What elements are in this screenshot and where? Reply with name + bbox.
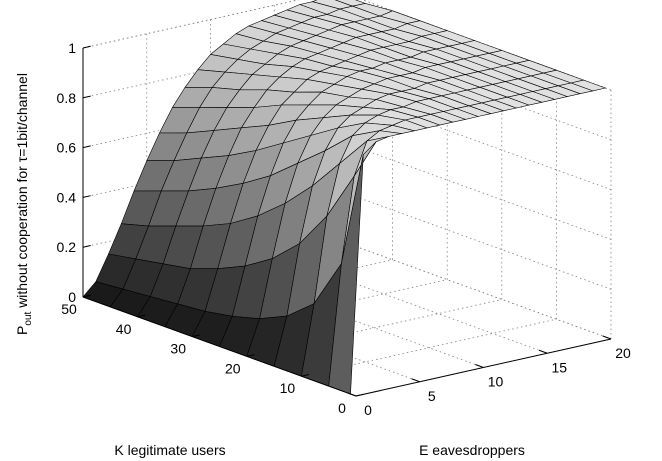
- x-tick-label: 15: [551, 359, 567, 375]
- x-tick-mark: [602, 335, 612, 340]
- z-axis-label: Pout without cooperation for τ=1bit/chan…: [14, 73, 34, 335]
- x-tick-label: 10: [488, 374, 504, 390]
- y-axis-label: K legitimate users: [114, 442, 225, 458]
- y-tick-mark: [246, 354, 255, 357]
- x-axis-label: E eavesdroppers: [419, 442, 525, 458]
- y-tick-mark: [355, 393, 364, 397]
- floor-grid-line: [301, 318, 557, 377]
- x-tick-label: 0: [364, 402, 372, 418]
- x-tick-label: 20: [615, 345, 631, 361]
- z-axis-label-sub: out: [23, 311, 34, 325]
- x-tick-mark: [475, 364, 484, 368]
- z-tick-label: 0: [68, 289, 76, 305]
- y-tick-mark: [137, 314, 146, 318]
- z-axis-label-main: P: [14, 326, 30, 335]
- z-tick-mark: [82, 294, 91, 298]
- y-tick-label: 40: [116, 321, 132, 337]
- z-tick-label: 0.6: [57, 140, 77, 156]
- z-tick-label: 0.2: [57, 239, 77, 255]
- z-axis-label-rest: without cooperation for τ=1bit/channel: [14, 73, 30, 312]
- side-grid-line: [337, 90, 612, 190]
- y-tick-label: 10: [280, 380, 296, 396]
- z-tick-mark: [82, 245, 91, 248]
- z-tick-mark: [82, 145, 91, 149]
- back-grid-line: [82, 0, 300, 49]
- z-tick-label: 1: [68, 40, 76, 56]
- z-tick-mark: [82, 95, 91, 99]
- side-grid-line: [337, 189, 612, 290]
- y-tick-label: 30: [170, 341, 186, 357]
- x-tick-label: 5: [428, 388, 436, 404]
- y-tick-mark: [192, 334, 200, 338]
- side-grid-line: [337, 239, 612, 340]
- y-tick-label: 20: [225, 360, 241, 376]
- y-axis-line: [82, 296, 357, 397]
- z-tick-label: 0.4: [57, 189, 77, 205]
- front-axes: [82, 45, 612, 397]
- x-tick-mark: [538, 349, 548, 354]
- y-tick-label: 50: [61, 301, 77, 317]
- floor-grid-line: [274, 253, 548, 354]
- y-tick-mark: [301, 374, 310, 377]
- x-tick-mark: [411, 378, 420, 383]
- side-grid-line: [337, 140, 612, 240]
- surface-mesh: [82, 0, 606, 395]
- y-tick-label: 0: [338, 400, 346, 416]
- z-tick-mark: [82, 195, 91, 198]
- z-tick-mark: [82, 45, 91, 49]
- floor-grid-line: [246, 299, 502, 357]
- x-tick-mark: [347, 392, 357, 397]
- z-tick-label: 0.8: [57, 90, 77, 106]
